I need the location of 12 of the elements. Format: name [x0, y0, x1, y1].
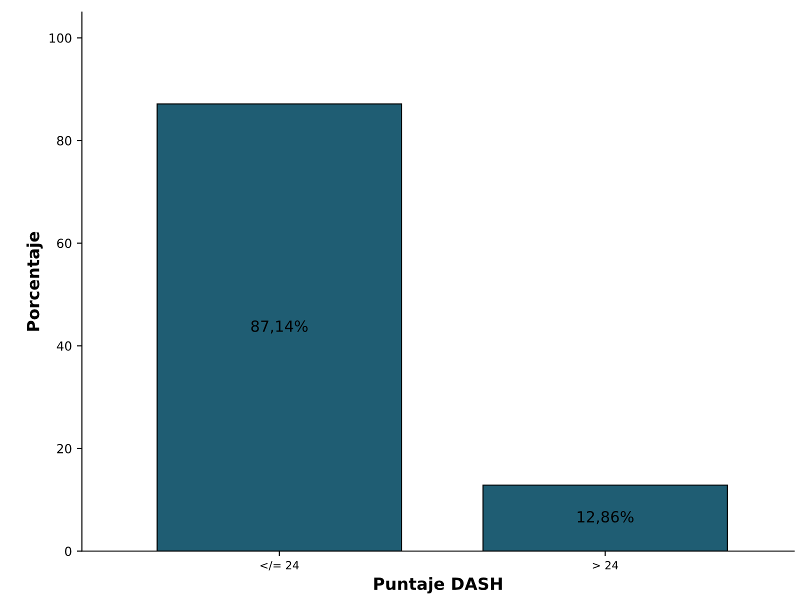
- x-tick-label: > 24: [592, 561, 618, 570]
- y-tick-label: 0: [65, 546, 72, 556]
- y-tick-label: 20: [57, 444, 72, 454]
- y-tick-label: 80: [57, 136, 72, 146]
- x-tick-label: </= 24: [260, 561, 299, 570]
- data-label: 12,86%: [578, 510, 634, 524]
- y-tick-label: 40: [56, 341, 72, 351]
- x-axis-title: Puntaje DASH: [374, 577, 502, 594]
- y-axis-title: Porcentaje: [26, 232, 43, 331]
- y-tick-label: 100: [50, 33, 72, 43]
- data-label: 87,14%: [251, 320, 308, 334]
- y-tick-label: 60: [57, 238, 72, 248]
